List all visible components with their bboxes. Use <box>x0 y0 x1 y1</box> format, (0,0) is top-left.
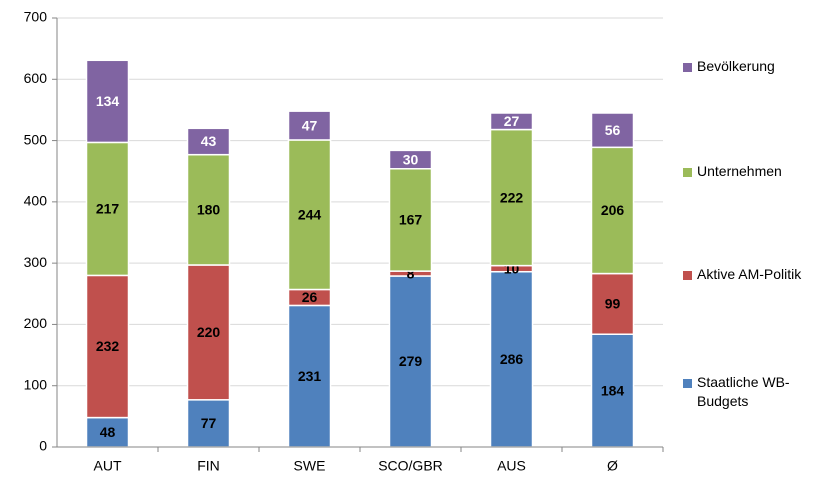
data-label: 8 <box>407 265 415 281</box>
bar-segment <box>186 153 231 266</box>
data-label: 231 <box>298 368 322 384</box>
bar-segment <box>85 59 130 144</box>
bar-segment <box>186 399 231 448</box>
bar-segment <box>85 141 130 277</box>
data-label: 286 <box>500 351 524 367</box>
legend-swatch <box>683 168 692 177</box>
data-label: 184 <box>601 382 625 398</box>
data-label: 220 <box>197 324 221 340</box>
legend-swatch <box>683 63 692 72</box>
bar-segment <box>489 128 534 267</box>
data-label: 27 <box>504 113 520 129</box>
y-tick-label: 200 <box>24 315 48 331</box>
bar-segment <box>388 149 433 170</box>
y-tick-label: 500 <box>24 131 48 147</box>
legend-swatch <box>683 271 692 280</box>
data-label: 48 <box>100 424 116 440</box>
y-tick-label: 600 <box>24 70 48 86</box>
data-label: 47 <box>302 117 318 133</box>
legend-label: Aktive AM-Politik <box>697 266 802 282</box>
data-label: 26 <box>302 289 318 305</box>
data-label: 43 <box>201 133 217 149</box>
legend-label: Unternehmen <box>697 163 782 179</box>
bar-segment <box>287 139 332 291</box>
data-label: 167 <box>399 212 423 228</box>
y-tick-label: 700 <box>24 9 48 25</box>
bar-segment <box>590 272 635 335</box>
data-label: 217 <box>96 201 120 217</box>
bar-segment <box>287 110 332 141</box>
data-label: 180 <box>197 202 221 218</box>
bar-segment <box>388 168 433 272</box>
bar-segment <box>590 146 635 275</box>
data-label: 56 <box>605 122 621 138</box>
legend-swatch <box>683 379 692 388</box>
data-label: 222 <box>500 189 524 205</box>
y-tick-label: 400 <box>24 193 48 209</box>
x-tick-label: FIN <box>197 458 220 474</box>
y-tick-label: 0 <box>39 438 47 454</box>
bar-segment <box>590 112 635 149</box>
x-tick-label: AUS <box>497 458 526 474</box>
bar-segment <box>489 270 534 448</box>
x-tick-label: SCO/GBR <box>378 458 443 474</box>
data-label: 244 <box>298 206 322 222</box>
x-tick-label: SWE <box>294 458 326 474</box>
bar-segment <box>85 274 130 419</box>
data-label: 30 <box>403 151 419 167</box>
y-tick-label: 100 <box>24 376 48 392</box>
x-tick-label: AUT <box>94 458 122 474</box>
data-label: 279 <box>399 353 423 369</box>
bar-segment <box>388 275 433 448</box>
legend-label: Staatliche WB-Budgets <box>697 374 790 409</box>
bar-segment <box>590 333 635 448</box>
data-label: 206 <box>601 202 625 218</box>
legend-label: Bevölkerung <box>697 58 775 74</box>
bar-segment <box>186 127 231 156</box>
data-label: 77 <box>201 415 217 431</box>
data-label: 99 <box>605 296 621 312</box>
data-label: 134 <box>96 93 120 109</box>
bar-segment <box>85 416 130 448</box>
bar-segment <box>489 112 534 131</box>
y-tick-label: 300 <box>24 254 48 270</box>
x-tick-label: Ø <box>607 458 618 474</box>
data-label: 232 <box>96 338 120 354</box>
